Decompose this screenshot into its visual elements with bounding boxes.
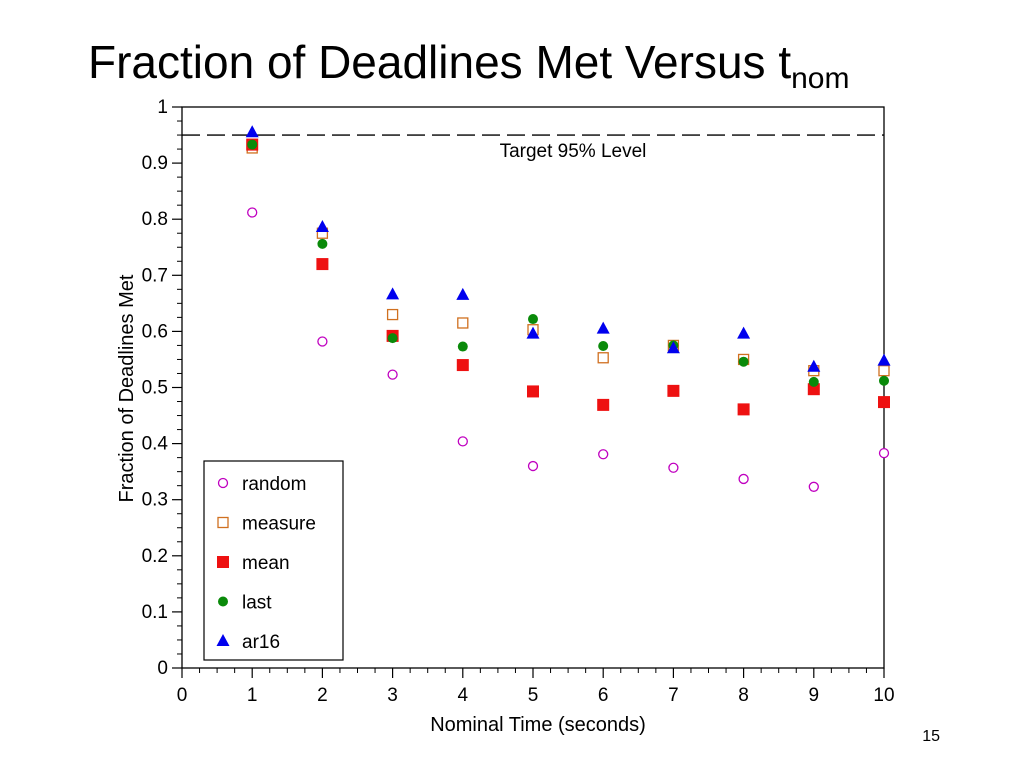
y-tick-label: 0.2 <box>142 546 168 567</box>
random-point <box>527 460 539 472</box>
legend-marker-mean <box>217 556 229 568</box>
y-tick-label: 0.4 <box>142 434 169 455</box>
series-mean <box>246 138 890 416</box>
random-point <box>317 336 328 347</box>
random-point <box>668 462 679 473</box>
ar16-point <box>737 326 751 339</box>
random-point <box>598 449 609 460</box>
x-tick-label: 0 <box>177 685 188 706</box>
y-tick-label: 0.7 <box>142 265 168 286</box>
mean-point <box>456 359 469 372</box>
legend-label-mean: mean <box>242 553 290 574</box>
series-last <box>247 139 889 387</box>
last-point <box>317 238 328 249</box>
mean-point <box>597 398 610 411</box>
ar16-point <box>877 353 891 366</box>
ar16-point <box>807 359 821 372</box>
last-point <box>528 314 538 325</box>
measure-point <box>878 365 890 377</box>
data-points <box>245 125 891 492</box>
mean-point <box>878 396 890 409</box>
ar16-point <box>526 326 540 339</box>
measure-point <box>386 308 399 321</box>
x-tick-label: 6 <box>598 685 609 706</box>
legend-marker-measure <box>217 516 229 529</box>
y-tick-label: 0.5 <box>142 378 168 399</box>
x-tick-label: 10 <box>873 685 894 706</box>
last-point <box>457 341 468 352</box>
legend-label-measure: measure <box>242 514 316 535</box>
series-measure <box>246 142 890 377</box>
ar16-point <box>315 220 329 233</box>
slide-title: Fraction of Deadlines Met Versus tnom <box>88 34 849 107</box>
mean-point <box>737 403 750 416</box>
x-tick-label: 3 <box>387 685 398 706</box>
y-axis-label: Fraction of Deadlines Met <box>116 274 138 502</box>
x-tick-label: 9 <box>809 685 820 706</box>
measure-point <box>597 352 609 364</box>
legend-label-random: random <box>242 474 306 495</box>
mean-point <box>807 383 820 396</box>
legend: random measure mean last ar16 <box>203 460 344 661</box>
last-point <box>387 333 398 344</box>
legend-marker-last <box>218 596 228 607</box>
x-tick-label: 2 <box>317 685 328 706</box>
last-point <box>598 340 609 351</box>
x-tick-label: 5 <box>528 685 539 706</box>
legend-marker-random <box>217 477 229 489</box>
slide-title-main: Fraction of Deadlines Met Versus t <box>88 36 792 88</box>
ar16-point <box>245 125 259 138</box>
ar16-point <box>596 321 610 334</box>
series-random <box>247 207 890 492</box>
x-tick-label: 1 <box>247 685 258 706</box>
last-point <box>247 139 258 150</box>
measure-point <box>457 317 469 329</box>
x-axis-label: Nominal Time (seconds) <box>430 714 646 736</box>
reference-line-label: Target 95% Level <box>500 141 647 162</box>
legend-label-last: last <box>242 593 272 614</box>
x-tick-label: 4 <box>458 685 469 706</box>
slide-title-subscript: nom <box>791 62 850 95</box>
mean-point <box>527 385 539 398</box>
mean-point <box>316 258 329 271</box>
axes: 0 1 2 3 4 5 6 7 8 9 10 0 0.1 0.2 0.3 0.4 0.5 0.6 0.7 0.8 0.9… <box>116 97 895 736</box>
page-number: 15 <box>922 728 940 745</box>
reference-line-group: Target 95% Level <box>182 134 884 162</box>
mean-point <box>667 384 680 397</box>
last-point <box>879 375 889 386</box>
y-tick-label: 0.1 <box>142 602 168 623</box>
y-tick-label: 0.8 <box>142 209 168 230</box>
legend-label-ar16: ar16 <box>242 632 280 653</box>
series-ar16 <box>245 125 891 372</box>
random-point <box>878 447 890 459</box>
ar16-point <box>456 287 470 300</box>
y-tick-label: 0 <box>157 658 168 679</box>
last-point <box>738 356 749 367</box>
random-point <box>457 436 468 447</box>
random-point <box>738 473 749 485</box>
y-tick-label: 0.9 <box>142 153 168 174</box>
ar16-point <box>386 287 400 300</box>
random-point <box>247 207 258 218</box>
ar16-point <box>666 341 680 354</box>
y-tick-label: 1 <box>157 97 168 118</box>
y-tick-label: 0.3 <box>142 490 168 511</box>
legend-marker-ar16 <box>216 634 230 646</box>
random-point <box>808 481 819 492</box>
x-tick-label: 7 <box>668 685 679 706</box>
y-tick-label: 0.6 <box>142 321 168 342</box>
random-point <box>387 369 398 380</box>
last-point <box>808 376 819 387</box>
x-tick-label: 8 <box>738 685 749 706</box>
